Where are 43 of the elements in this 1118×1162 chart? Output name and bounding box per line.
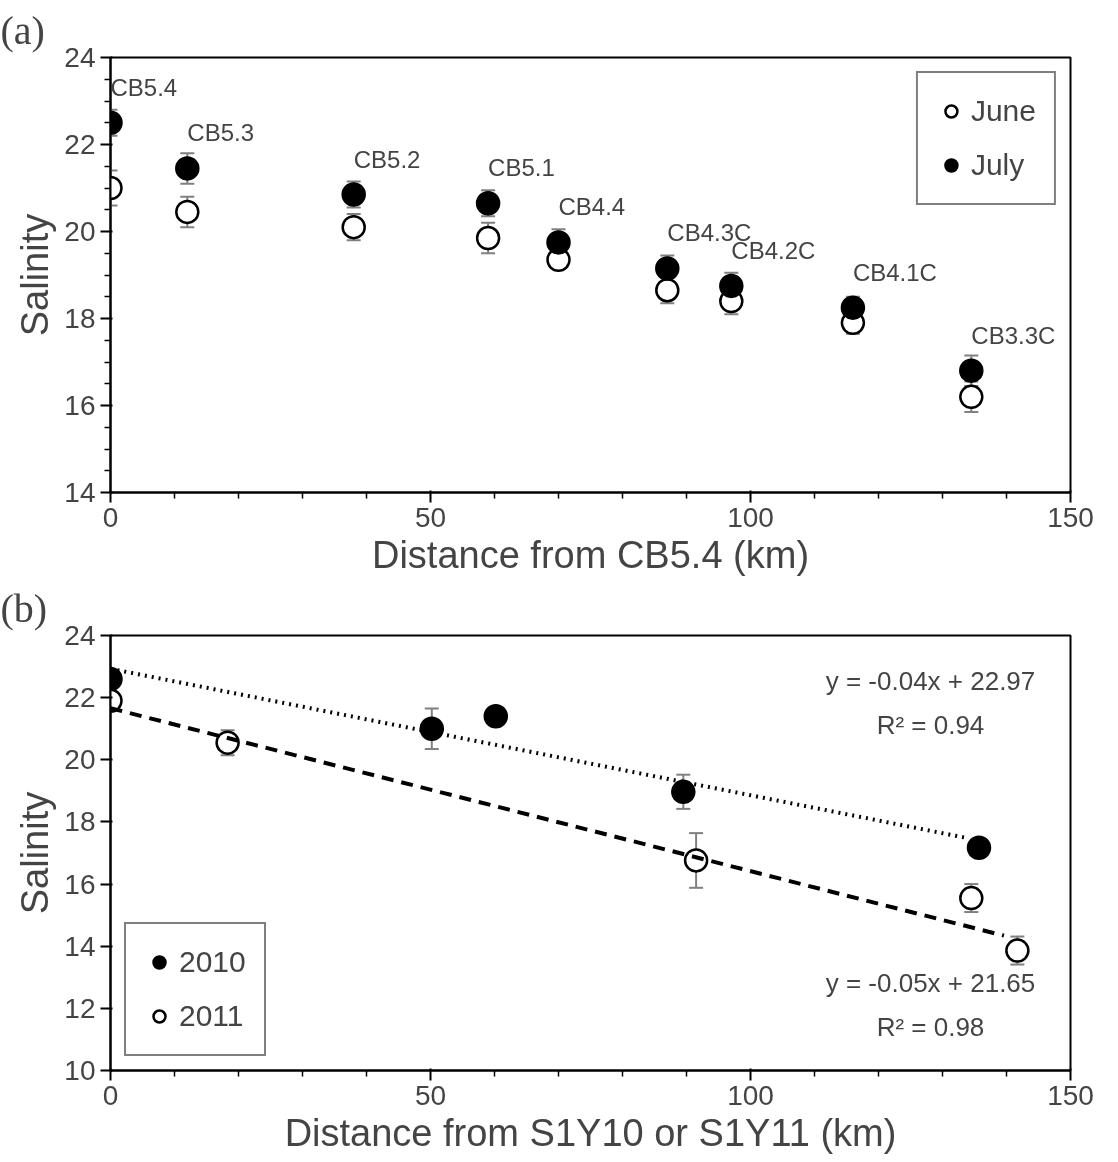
annotation: R² = 0.98 bbox=[876, 1011, 985, 1042]
y-tick-label: 22 bbox=[64, 682, 96, 714]
annotation: CB3.3C bbox=[971, 321, 1056, 349]
annotation: CB4.4 bbox=[558, 193, 626, 221]
x-axis-title: Distance from S1Y10 or S1Y11 (km) bbox=[284, 1111, 897, 1154]
legend-label: July bbox=[970, 148, 1025, 182]
legend-label: 2011 bbox=[179, 999, 244, 1033]
chart-title: (b) bbox=[0, 585, 48, 631]
x-tick-label: 50 bbox=[414, 1079, 447, 1111]
annotation: R² = 0.94 bbox=[876, 709, 985, 740]
y-tick-label: 24 bbox=[64, 42, 96, 73]
legend-label: June bbox=[970, 94, 1036, 128]
legend-label: 2010 bbox=[179, 945, 246, 979]
x-tick-label: 50 bbox=[414, 501, 447, 533]
y-tick-label: 22 bbox=[64, 129, 96, 160]
annotation: y = -0.05x + 21.65 bbox=[825, 967, 1036, 998]
annotation: CB5.2 bbox=[353, 145, 421, 173]
y-tick-label: 10 bbox=[64, 1055, 96, 1086]
annotation: CB5.3 bbox=[187, 119, 254, 147]
y-tick-label: 18 bbox=[64, 303, 96, 334]
x-tick-label: 100 bbox=[727, 1079, 774, 1111]
y-tick-label: 16 bbox=[64, 868, 96, 900]
y-tick-label: 20 bbox=[64, 216, 96, 247]
y-tick-label: 16 bbox=[64, 390, 96, 421]
y-tick-label: 12 bbox=[64, 992, 96, 1024]
y-axis-title: Salinity bbox=[14, 791, 57, 915]
y-tick-label: 14 bbox=[64, 477, 96, 508]
x-tick-label: 150 bbox=[1047, 501, 1094, 533]
annotation: CB5.1 bbox=[488, 154, 555, 182]
annotation: CB5.4 bbox=[110, 73, 178, 101]
x-tick-label: 150 bbox=[1047, 1079, 1094, 1111]
y-tick-label: 24 bbox=[64, 620, 96, 651]
y-tick-label: 18 bbox=[64, 806, 96, 838]
x-tick-label: 0 bbox=[102, 501, 119, 533]
annotation: y = -0.04x + 22.97 bbox=[825, 665, 1036, 696]
x-tick-label: 0 bbox=[102, 1079, 119, 1111]
y-tick-label: 14 bbox=[64, 930, 96, 962]
y-axis-title: Salinity bbox=[14, 213, 57, 337]
chart-title: (a) bbox=[0, 7, 45, 53]
annotation: CB4.1C bbox=[852, 258, 937, 286]
x-tick-label: 100 bbox=[727, 501, 774, 533]
x-axis-title: Distance from CB5.4 (km) bbox=[371, 533, 810, 576]
y-tick-label: 20 bbox=[64, 744, 96, 776]
